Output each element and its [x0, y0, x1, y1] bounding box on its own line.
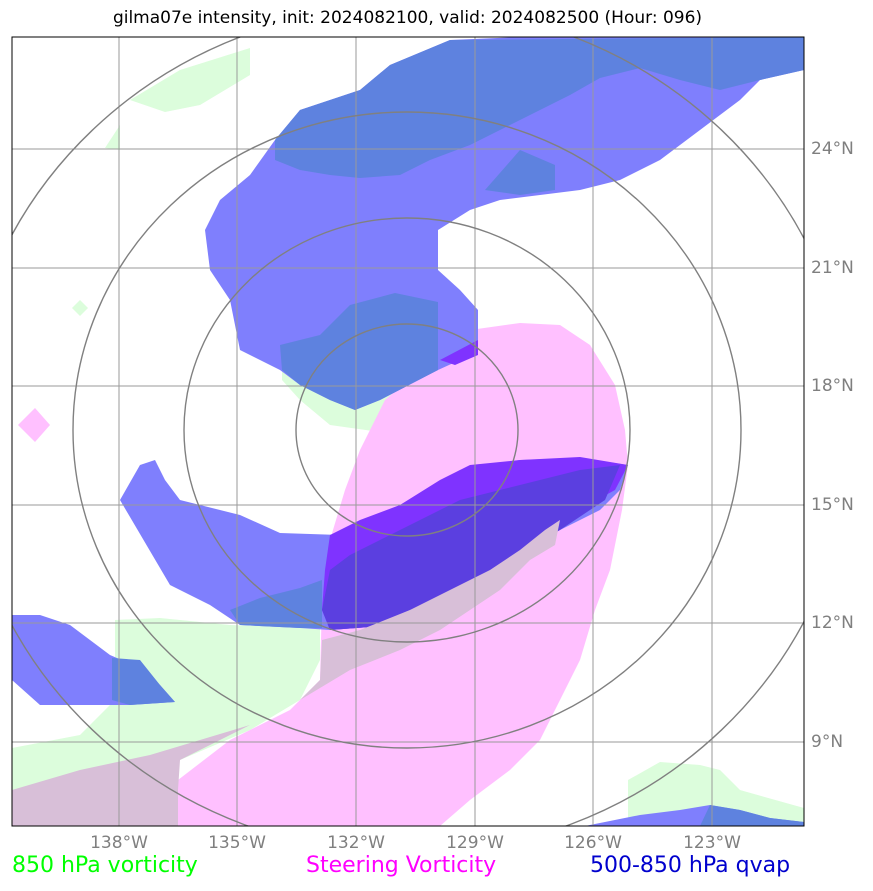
legend-steering-vorticity: Steering Vorticity: [306, 853, 497, 878]
range-ring-3: [72, 111, 742, 749]
plot-frame: [11, 36, 805, 827]
map-title: gilma07e intensity, init: 2024082100, va…: [112, 8, 703, 28]
lat-label-21n: 21°N: [811, 258, 854, 278]
range-ring-1: [295, 323, 519, 537]
range-ring-2: [183, 217, 631, 643]
legend-qvap: 500-850 hPa qvap: [590, 853, 791, 878]
lat-label-24n: 24°N: [811, 139, 854, 159]
range-rings: [12, 37, 804, 826]
lon-label-138w: 138°W: [90, 833, 148, 853]
lon-label-123w: 123°W: [683, 833, 741, 853]
lat-label-18n: 18°N: [811, 376, 854, 396]
lon-label-132w: 132°W: [327, 833, 385, 853]
lat-label-12n: 12°N: [811, 613, 854, 633]
legend-850-vorticity: 850 hPa vorticity: [12, 853, 198, 878]
lat-label-9n: 9°N: [811, 732, 844, 752]
steering-vorticity-overlap-layer: [12, 520, 560, 826]
lon-label-129w: 129°W: [446, 833, 504, 853]
lon-label-126w: 126°W: [564, 833, 622, 853]
lon-label-135w: 135°W: [208, 833, 266, 853]
lat-label-15n: 15°N: [811, 495, 854, 515]
